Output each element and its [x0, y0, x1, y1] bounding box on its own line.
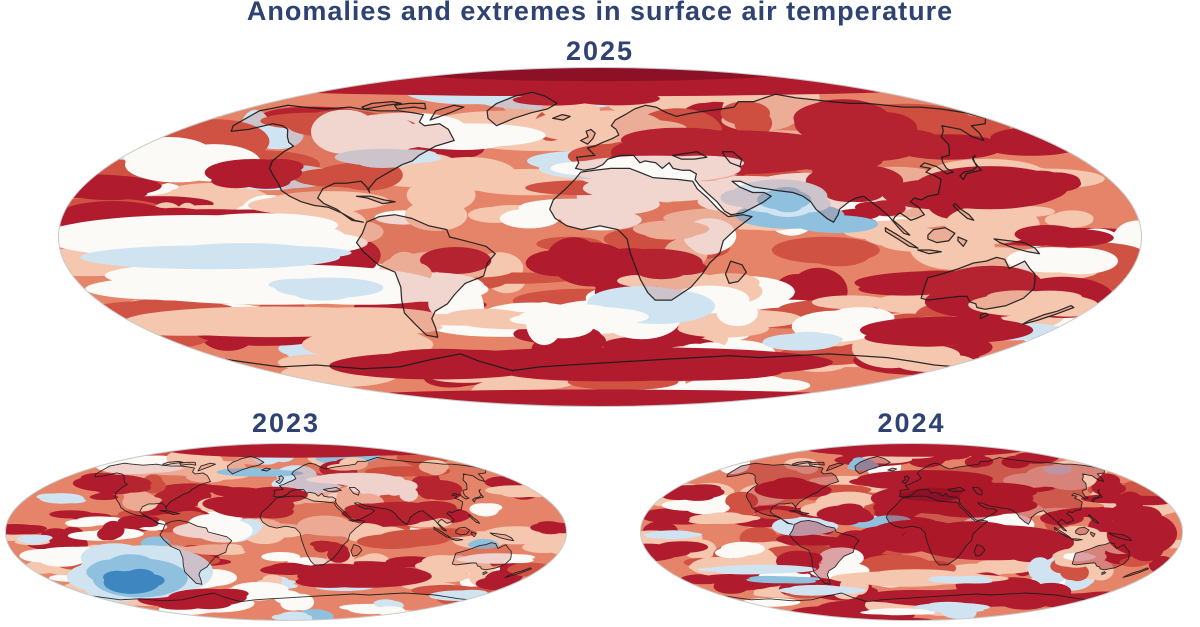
- figure-title: Anomalies and extremes in surface air te…: [246, 0, 954, 26]
- world-map-2023: [5, 443, 567, 621]
- panel-label-2024: 2024: [877, 408, 946, 438]
- world-map-2024: [640, 443, 1183, 621]
- world-map-2025: [58, 67, 1142, 407]
- panel-label-2023: 2023: [251, 408, 321, 438]
- panel-label-2025: 2025: [565, 36, 635, 66]
